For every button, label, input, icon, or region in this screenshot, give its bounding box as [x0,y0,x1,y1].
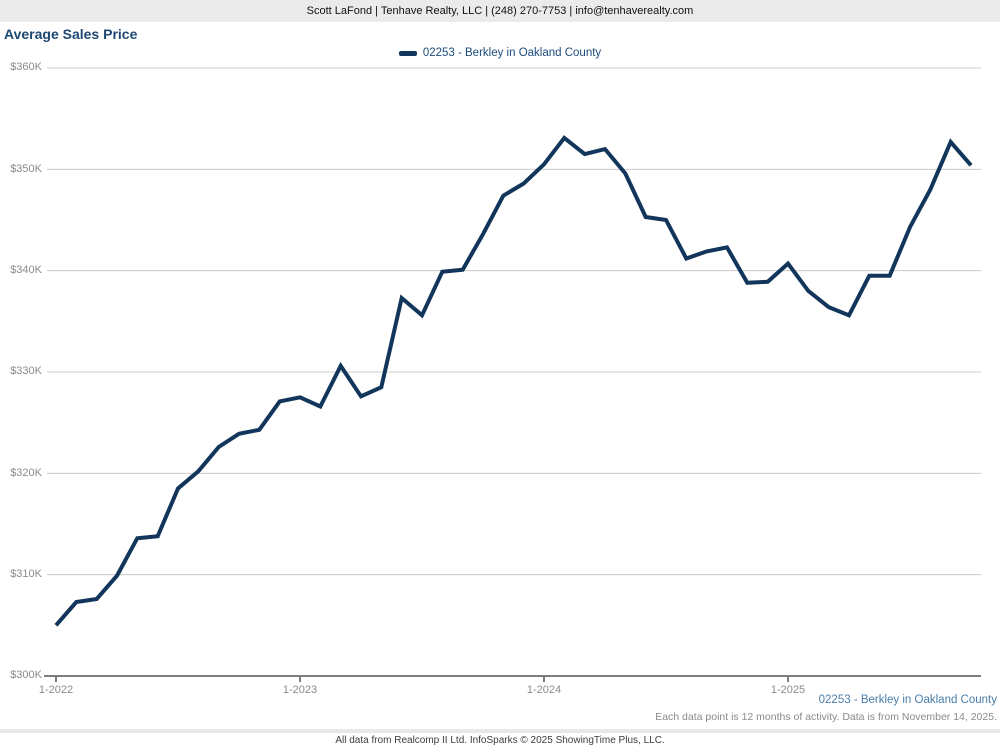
y-tick-label: $340K [10,264,42,276]
page-title: Average Sales Price [4,26,138,42]
x-tick-label: 1-2022 [38,684,74,696]
y-tick-label: $330K [10,365,42,377]
legend-line-swatch [398,50,417,56]
footer-attribution: All data from Realcomp II Ltd. InfoSpark… [335,735,665,746]
x-tick-label: 1-2024 [526,684,562,696]
y-tick-label: $350K [10,163,42,175]
footer-series-label: 02253 - Berkley in Oakland County [818,694,997,706]
agent-contact-header: Scott LaFond | Tenhave Realty, LLC | (24… [0,0,1000,22]
x-tick-label: 1-2025 [770,684,806,696]
x-tick-label: 1-2023 [282,684,318,696]
y-tick-label: $300K [10,669,42,681]
price-line [54,135,973,627]
y-tick-label: $360K [10,61,42,73]
chart-legend: 02253 - Berkley in Oakland County [0,47,1000,59]
footer-data-note: Each data point is 12 months of activity… [655,711,997,723]
agent-contact-text: Scott LaFond | Tenhave Realty, LLC | (24… [306,5,694,17]
legend-label: 02253 - Berkley in Oakland County [422,47,602,59]
y-tick-label: $310K [10,568,42,580]
footer-divider [0,729,1000,733]
y-tick-label: $320K [10,467,42,479]
